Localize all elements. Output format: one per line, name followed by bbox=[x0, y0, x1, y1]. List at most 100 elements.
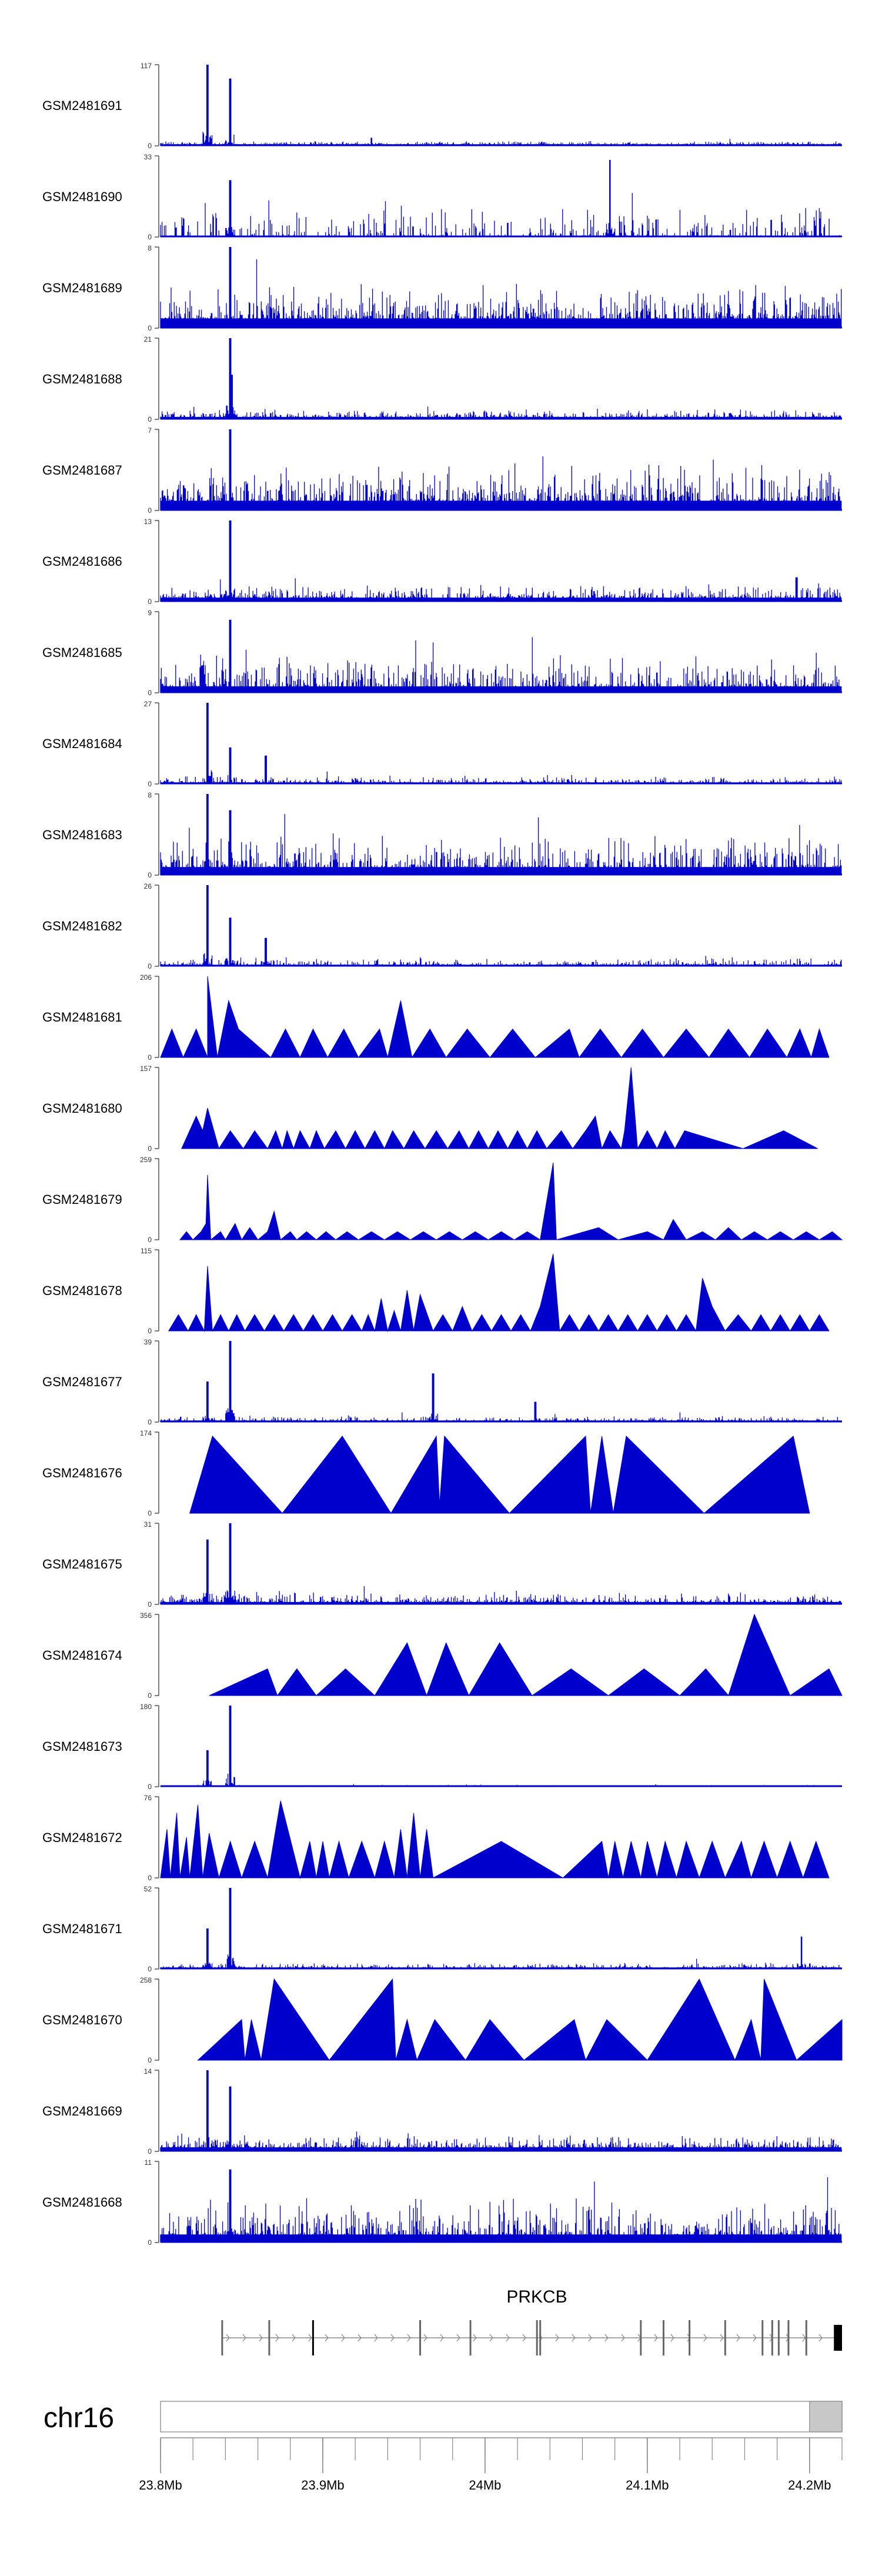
gene-label: PRKCB bbox=[506, 2287, 567, 2307]
track-GSM2481679: GSM2481679 259 0 bbox=[42, 1156, 843, 1244]
y-max-label: 7 bbox=[148, 426, 152, 435]
track-label: GSM2481677 bbox=[42, 1374, 122, 1389]
axis-tick-label: 23.8Mb bbox=[139, 2478, 182, 2492]
y-min-label: 0 bbox=[148, 1327, 152, 1335]
signal-area bbox=[209, 1613, 843, 1697]
y-min-label: 0 bbox=[148, 1144, 152, 1153]
axis-tick-label: 24.2Mb bbox=[788, 2478, 831, 2492]
y-max-label: 13 bbox=[144, 518, 152, 526]
track-label: GSM2481681 bbox=[42, 1010, 122, 1025]
y-max-label: 26 bbox=[144, 882, 152, 890]
track-label: GSM2481670 bbox=[42, 2013, 122, 2027]
y-min-label: 0 bbox=[148, 1874, 152, 1882]
y-max-label: 11 bbox=[145, 2158, 152, 2167]
track-label: GSM2481686 bbox=[42, 554, 122, 569]
track-label: GSM2481688 bbox=[42, 372, 122, 386]
y-max-label: 76 bbox=[144, 1794, 152, 1802]
exon bbox=[539, 2320, 542, 2355]
y-max-label: 356 bbox=[140, 1611, 152, 1620]
y-max-label: 8 bbox=[148, 244, 152, 252]
signal-bars bbox=[160, 703, 842, 784]
track-GSM2481686: GSM2481686 13 0 bbox=[42, 518, 842, 606]
exon bbox=[662, 2320, 664, 2355]
track-label: GSM2481685 bbox=[42, 645, 122, 660]
chromosome-ideogram: chr16 bbox=[44, 2401, 843, 2434]
exon bbox=[777, 2320, 780, 2355]
track-GSM2481671: GSM2481671 52 0 bbox=[42, 1885, 842, 1973]
signal-bars bbox=[160, 1341, 842, 1422]
signal-bars bbox=[160, 65, 842, 146]
exon bbox=[268, 2320, 270, 2355]
track-label: GSM2481674 bbox=[42, 1648, 122, 1663]
track-GSM2481685: GSM2481685 9 0 bbox=[42, 609, 842, 697]
y-max-label: 258 bbox=[140, 1976, 152, 1984]
exon bbox=[419, 2320, 422, 2355]
signal-area bbox=[189, 1435, 810, 1514]
ideogram-highlight bbox=[809, 2401, 843, 2432]
y-min-label: 0 bbox=[148, 1053, 152, 1062]
signal-bars bbox=[160, 520, 842, 602]
y-max-label: 206 bbox=[140, 973, 152, 982]
track-GSM2481678: GSM2481678 115 0 bbox=[42, 1247, 830, 1335]
y-min-label: 0 bbox=[148, 142, 152, 150]
track-GSM2481673: GSM2481673 180 0 bbox=[42, 1703, 842, 1791]
y-max-label: 33 bbox=[144, 153, 152, 161]
signal-bars bbox=[160, 794, 842, 875]
track-GSM2481668: GSM2481668 11 0 bbox=[42, 2158, 842, 2247]
y-max-label: 31 bbox=[144, 1520, 152, 1529]
track-GSM2481676: GSM2481676 174 0 bbox=[42, 1429, 810, 1517]
track-GSM2481691: GSM2481691 117 0 bbox=[42, 62, 842, 150]
signal-area bbox=[160, 976, 830, 1059]
track-GSM2481669: GSM2481669 14 0 bbox=[42, 2067, 842, 2155]
track-label: GSM2481691 bbox=[42, 98, 122, 113]
track-GSM2481675: GSM2481675 31 0 bbox=[42, 1520, 842, 1609]
track-label: GSM2481683 bbox=[42, 827, 122, 842]
y-min-label: 0 bbox=[148, 324, 152, 332]
track-GSM2481681: GSM2481681 206 0 bbox=[42, 973, 830, 1062]
y-min-label: 0 bbox=[148, 1236, 152, 1244]
y-min-label: 0 bbox=[148, 1418, 152, 1426]
signal-area bbox=[181, 1067, 818, 1150]
track-label: GSM2481689 bbox=[42, 281, 122, 295]
signal-bars bbox=[160, 1706, 842, 1787]
chromosome-label: chr16 bbox=[44, 2403, 114, 2434]
y-min-label: 0 bbox=[148, 1965, 152, 1973]
track-GSM2481684: GSM2481684 27 0 bbox=[42, 700, 842, 788]
track-GSM2481683: GSM2481683 8 0 bbox=[42, 791, 842, 879]
y-max-label: 8 bbox=[148, 791, 152, 799]
y-min-label: 0 bbox=[148, 506, 152, 515]
signal-area bbox=[160, 1800, 830, 1879]
y-min-label: 0 bbox=[148, 2056, 152, 2064]
y-max-label: 259 bbox=[140, 1156, 152, 1164]
y-min-label: 0 bbox=[148, 962, 152, 970]
track-label: GSM2481684 bbox=[42, 736, 122, 751]
track-label: GSM2481678 bbox=[42, 1283, 122, 1298]
y-max-label: 27 bbox=[144, 700, 152, 708]
y-min-label: 0 bbox=[148, 1691, 152, 1700]
axis-tick-label: 24Mb bbox=[469, 2478, 501, 2492]
exon bbox=[640, 2320, 642, 2355]
track-label: GSM2481676 bbox=[42, 1466, 122, 1480]
track-GSM2481687: GSM2481687 7 0 bbox=[42, 426, 842, 515]
y-max-label: 180 bbox=[140, 1703, 152, 1711]
track-GSM2481680: GSM2481680 157 0 bbox=[42, 1065, 818, 1153]
signal-bars bbox=[160, 2070, 842, 2151]
signal-bars bbox=[160, 159, 840, 237]
track-GSM2481690: GSM2481690 33 0 bbox=[42, 153, 842, 241]
y-max-label: 117 bbox=[141, 62, 152, 70]
y-min-label: 0 bbox=[148, 1509, 152, 1517]
signal-bars bbox=[160, 1888, 842, 1969]
y-min-label: 0 bbox=[148, 1600, 152, 1609]
signal-bars bbox=[160, 2169, 842, 2243]
y-max-label: 21 bbox=[144, 335, 152, 343]
y-min-label: 0 bbox=[148, 233, 152, 241]
track-label: GSM2481690 bbox=[42, 189, 122, 204]
exon bbox=[805, 2320, 807, 2355]
exon bbox=[469, 2320, 472, 2355]
track-label: GSM2481671 bbox=[42, 1921, 122, 1936]
y-min-label: 0 bbox=[148, 415, 152, 423]
track-label: GSM2481679 bbox=[42, 1192, 122, 1207]
y-max-label: 39 bbox=[144, 1338, 152, 1346]
y-min-label: 0 bbox=[148, 1783, 152, 1791]
